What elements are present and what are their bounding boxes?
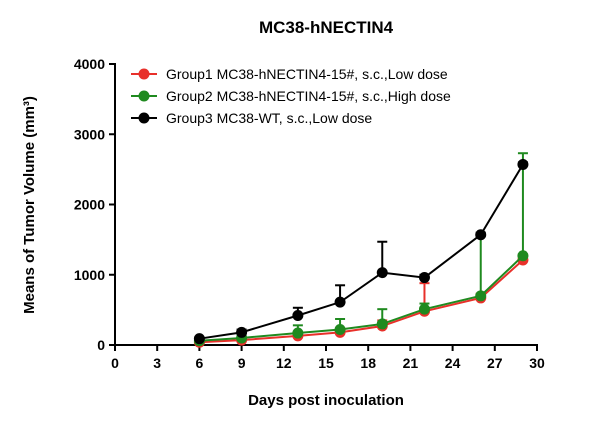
data-point	[517, 250, 529, 262]
legend-swatch-marker	[138, 90, 150, 102]
data-point	[376, 318, 388, 330]
x-tick-label: 12	[276, 355, 292, 371]
chart-title: MC38-hNECTIN4	[259, 18, 394, 37]
y-axis-label: Means of Tumor Volume (mm³)	[21, 96, 38, 314]
x-tick-label: 27	[487, 355, 503, 371]
y-tick-label: 0	[97, 337, 105, 353]
data-point	[418, 303, 430, 315]
legend-swatch-marker	[138, 112, 150, 124]
x-tick-label: 15	[318, 355, 334, 371]
data-point	[193, 333, 205, 345]
legend-swatch-marker	[138, 68, 150, 80]
series-line	[199, 255, 524, 342]
x-tick-label: 18	[360, 355, 376, 371]
legend: Group1 MC38-hNECTIN4-15#, s.c.,Low dose G…	[131, 66, 451, 126]
y-tick-label: 2000	[74, 197, 105, 213]
data-point	[418, 272, 430, 284]
x-tick-label: 21	[403, 355, 419, 371]
x-tick-label: 6	[196, 355, 204, 371]
series-group-3	[193, 158, 529, 345]
data-point	[376, 267, 388, 279]
y-tick-label: 4000	[74, 56, 105, 72]
data-point	[475, 290, 487, 302]
series-line	[199, 163, 524, 340]
plot-area	[193, 152, 529, 348]
legend-item: Group2 MC38-hNECTIN4-15#, s.c.,High dose	[131, 88, 451, 104]
legend-label: Group2 MC38-hNECTIN4-15#, s.c.,High dose	[166, 88, 451, 104]
series-group-2	[193, 152, 529, 347]
x-tick-label: 30	[529, 355, 545, 371]
legend-item: Group1 MC38-hNECTIN4-15#, s.c.,Low dose	[131, 66, 448, 82]
data-point	[475, 229, 487, 241]
x-tick-label: 24	[445, 355, 461, 371]
y-tick-label: 3000	[74, 126, 105, 142]
x-tick-label: 9	[238, 355, 246, 371]
legend-label: Group1 MC38-hNECTIN4-15#, s.c.,Low dose	[166, 66, 448, 82]
y-tick-label: 1000	[74, 267, 105, 283]
data-point	[334, 324, 346, 336]
data-point	[292, 327, 304, 339]
x-axis-label: Days post inoculation	[248, 392, 404, 409]
data-point	[292, 309, 304, 321]
series-line	[199, 259, 524, 344]
legend-label: Group3 MC38-WT, s.c.,Low dose	[166, 110, 372, 126]
data-point	[334, 296, 346, 308]
data-point	[517, 158, 529, 170]
x-tick-label: 3	[153, 355, 161, 371]
data-point	[236, 326, 248, 338]
x-tick-label: 0	[111, 355, 119, 371]
legend-item: Group3 MC38-WT, s.c.,Low dose	[131, 110, 372, 126]
axes: 0 3 6 9 12 15 18 21 24 27 30 0 1000 2000 3000 4000	[74, 56, 545, 371]
